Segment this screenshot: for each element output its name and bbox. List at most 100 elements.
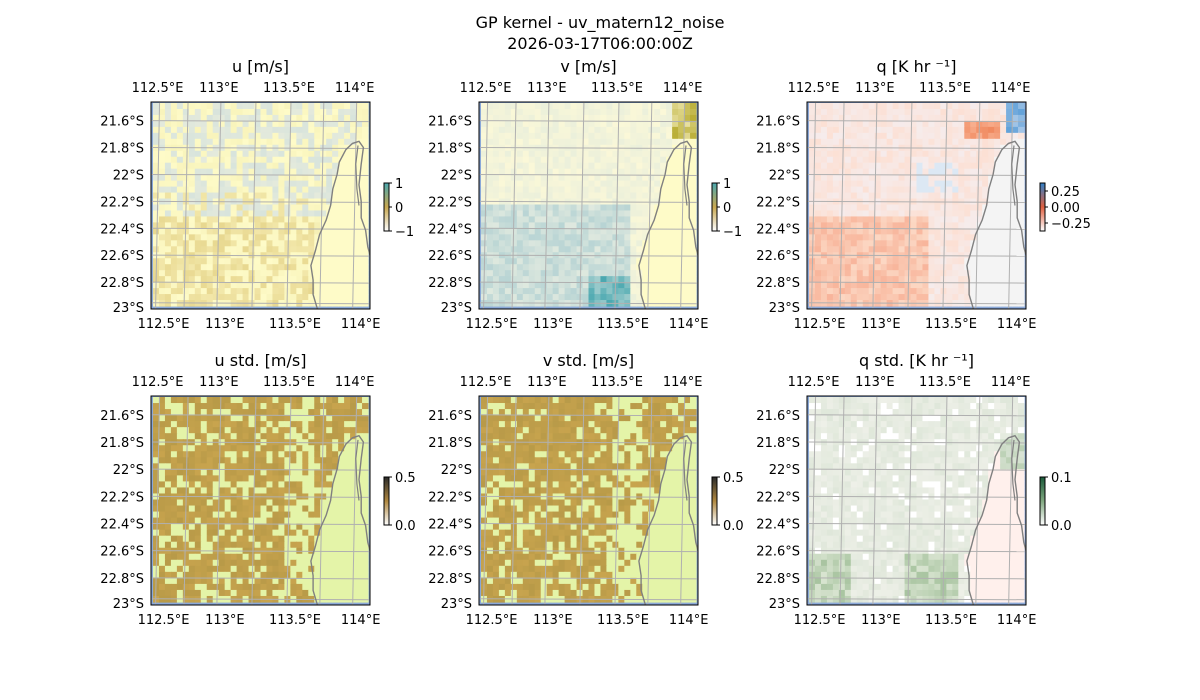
heatmap-cell (690, 276, 697, 283)
heatmap-cell (994, 156, 1001, 164)
heatmap-cell (164, 168, 172, 176)
heatmap-cell (242, 529, 250, 537)
heatmap-cell (690, 186, 697, 194)
heatmap-cell (534, 276, 542, 283)
heatmap-cell (230, 228, 238, 235)
heatmap-cell (880, 210, 888, 218)
heatmap-cell (600, 120, 608, 128)
heatmap-cell (182, 457, 190, 464)
heatmap-cell (588, 246, 596, 253)
heatmap-cell (1012, 114, 1019, 122)
heatmap-cell (362, 529, 369, 537)
heatmap-cell (582, 132, 590, 140)
heatmap-cell (224, 156, 232, 164)
heatmap-cell (314, 445, 321, 452)
heatmap-cell (868, 276, 876, 283)
heatmap-cell (170, 481, 178, 489)
heatmap-cell (618, 258, 625, 265)
heatmap-cell (356, 421, 363, 428)
heatmap-cell (218, 403, 226, 410)
heatmap-cell (588, 276, 596, 283)
heatmap-cell (558, 120, 566, 128)
heatmap-cell (272, 409, 280, 416)
heatmap-cell (248, 186, 256, 194)
heatmap-cell (302, 469, 309, 476)
heatmap-cell (486, 258, 494, 265)
heatmap-cell (302, 589, 309, 597)
heatmap-cell (308, 433, 315, 440)
heatmap-cell (314, 282, 321, 289)
heatmap-cell (338, 258, 345, 265)
heatmap-cell (928, 258, 936, 265)
heatmap-cell (272, 589, 280, 597)
heatmap-cell (1000, 162, 1007, 170)
heatmap-cell (260, 240, 268, 247)
heatmap-cell (272, 529, 280, 537)
heatmap-cell (844, 180, 852, 188)
heatmap-cell (618, 120, 625, 128)
heatmap-cell (230, 276, 238, 283)
gridline-meridian (942, 102, 948, 309)
heatmap-cell (218, 583, 226, 591)
heatmap-cell (260, 583, 268, 591)
heatmap-cell (290, 583, 297, 591)
heatmap-cell (206, 103, 214, 110)
heatmap-cell (654, 222, 661, 229)
heatmap-cell (594, 168, 602, 176)
heatmap-cell (170, 541, 178, 549)
heatmap-cell (272, 162, 280, 170)
heatmap-cell (188, 186, 196, 194)
heatmap-cell (540, 204, 548, 212)
heatmap-cell (594, 282, 602, 289)
gridline-meridian (155, 102, 161, 309)
heatmap-cell (188, 210, 196, 218)
heatmap-cell (498, 288, 506, 295)
heatmap-cell (534, 282, 542, 289)
heatmap-cell (1006, 204, 1013, 212)
heatmap-cell (988, 192, 995, 200)
heatmap-cell (600, 192, 608, 200)
heatmap-cell (814, 270, 822, 277)
heatmap-cell (320, 294, 327, 301)
heatmap-cell (170, 403, 178, 410)
heatmap-cell (844, 108, 852, 116)
heatmap-cell (606, 180, 613, 188)
heatmap-cell (898, 288, 906, 295)
heatmap-cell (230, 499, 238, 507)
heatmap-cell (164, 559, 172, 567)
heatmap-cell (904, 132, 912, 140)
heatmap-cell (982, 228, 989, 235)
heatmap-cell (982, 264, 989, 271)
heatmap-cell (206, 168, 214, 176)
heatmap-cell (672, 204, 679, 212)
heatmap-cell (660, 234, 667, 241)
heatmap-cell (278, 559, 285, 567)
heatmap-cell (892, 138, 900, 146)
heatmap-cell (188, 421, 196, 428)
heatmap-cell (326, 222, 333, 229)
heatmap-cell (302, 511, 309, 519)
heatmap-cell (522, 264, 530, 271)
heatmap-cell (552, 103, 560, 110)
heatmap-cell (666, 162, 673, 170)
heatmap-cell (164, 186, 172, 194)
heatmap-cell (356, 168, 363, 176)
heatmap-cell (588, 222, 596, 229)
heatmap-cell (326, 270, 333, 277)
heatmap-cell (922, 186, 930, 194)
heatmap-cell (868, 228, 876, 235)
heatmap-cell (642, 282, 649, 289)
heatmap-cell (582, 258, 590, 265)
heatmap-cell (272, 415, 280, 422)
heatmap-cell (904, 156, 912, 164)
heatmap-cell (254, 481, 262, 489)
heatmap-cell (1006, 216, 1013, 224)
heatmap-cell (356, 126, 363, 134)
heatmap-cell (218, 409, 226, 416)
heatmap-cell (844, 103, 852, 110)
heatmap-cell (230, 433, 238, 440)
heatmap-cell (588, 282, 596, 289)
heatmap-cell (176, 421, 184, 428)
heatmap-cell (522, 222, 530, 229)
heatmap-cell (624, 234, 631, 241)
